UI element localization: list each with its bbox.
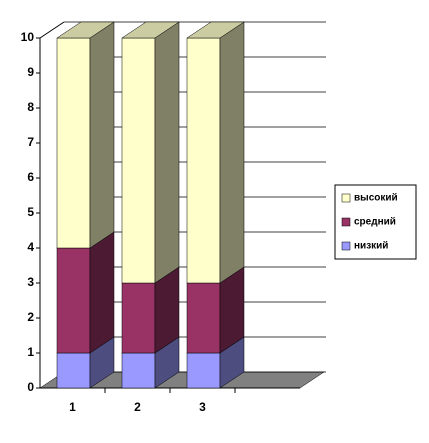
bar-segment [186, 37, 221, 284]
bar-segment [121, 37, 156, 284]
bar-segment [56, 247, 91, 354]
legend-swatch [341, 241, 351, 251]
y-tick-label: 9 [27, 65, 34, 79]
bar-segment [186, 352, 221, 389]
bar-side [219, 21, 245, 284]
y-tick-label: 6 [27, 170, 34, 184]
legend-label: низкий [354, 241, 388, 252]
x-tick-label: 2 [134, 400, 141, 414]
legend-label: средний [354, 217, 396, 228]
y-tick-label: 8 [27, 100, 34, 114]
y-axis-depth [39, 21, 65, 39]
y-tick-label: 3 [27, 275, 34, 289]
bar-side [89, 21, 115, 249]
legend-swatch [341, 217, 351, 227]
y-tick-label: 5 [27, 205, 34, 219]
legend-swatch [341, 193, 351, 203]
bar-segment [121, 282, 156, 354]
bar-side [89, 231, 115, 354]
bar-segment [186, 282, 221, 354]
y-tick-label: 1 [27, 345, 34, 359]
x-tick-label: 1 [69, 400, 76, 414]
bar-top [56, 21, 115, 39]
y-tick-label: 10 [21, 30, 35, 44]
bar-segment [121, 352, 156, 389]
y-tick-label: 4 [27, 240, 34, 254]
bar-side [154, 21, 180, 284]
y-tick-label: 2 [27, 310, 34, 324]
bar-segment [56, 37, 91, 249]
x-tick-label: 3 [199, 400, 206, 414]
bar-segment [56, 352, 91, 389]
bar-top [186, 21, 245, 39]
y-tick-label: 7 [27, 135, 34, 149]
y-tick-label: 0 [27, 380, 34, 394]
legend: высокий средний низкий [334, 184, 417, 260]
bar-top [121, 21, 180, 39]
legend-label: высокий [354, 193, 398, 204]
